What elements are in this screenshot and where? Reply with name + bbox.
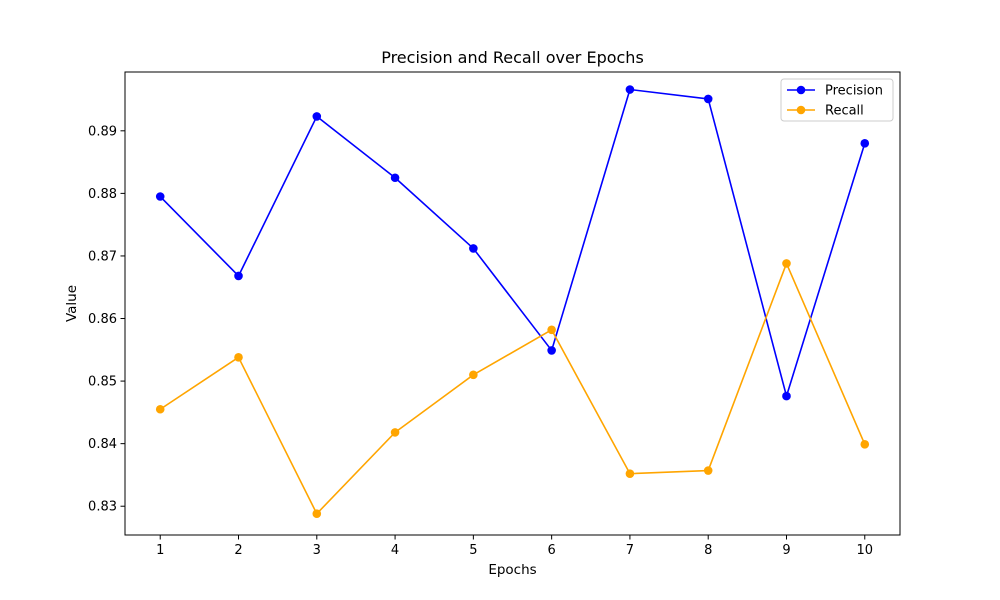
x-tick-label: 6	[548, 543, 556, 558]
x-tick-label: 1	[156, 543, 164, 558]
data-point-precision	[469, 244, 478, 253]
series-line-recall	[159, 262, 866, 515]
y-tick-label: 0.89	[88, 124, 117, 139]
plot-area	[124, 71, 901, 536]
y-tick-label: 0.84	[88, 437, 117, 452]
series-line-precision	[159, 88, 866, 397]
x-tick-label: 5	[469, 543, 477, 558]
data-point-precision	[782, 391, 791, 401]
y-tick-label: 0.87	[88, 249, 117, 264]
y-tick-label: 0.83	[88, 500, 117, 515]
legend-marker-swatch	[796, 105, 806, 115]
data-point-precision	[155, 192, 165, 201]
data-point-recall	[860, 439, 870, 449]
series-recall	[155, 259, 870, 519]
legend-item-precision: Precision	[787, 84, 883, 99]
data-point-recall	[703, 466, 713, 475]
data-point-precision	[312, 112, 322, 121]
x-tick-label: 9	[782, 543, 790, 558]
data-point-recall	[390, 428, 400, 437]
legend-label: Precision	[825, 84, 883, 99]
data-point-recall	[312, 509, 322, 519]
y-tick-label: 0.88	[88, 187, 117, 202]
data-point-recall	[234, 353, 243, 362]
data-point-recall	[469, 370, 478, 380]
plot-frame	[124, 71, 901, 536]
x-axis: 1 2 3 4 5 6 7 8 9 10	[156, 535, 873, 558]
legend: Precision Recall	[780, 78, 894, 122]
y-axis-label: Value	[64, 285, 80, 322]
data-point-precision	[234, 271, 243, 281]
data-point-recall	[547, 325, 556, 335]
x-tick-label: 7	[626, 543, 634, 558]
series-precision	[155, 85, 870, 401]
x-tick-label: 2	[234, 543, 242, 558]
chart-title: Precision and Recall over Epochs	[381, 48, 644, 67]
data-point-recall	[155, 404, 165, 414]
legend-label: Recall	[825, 104, 864, 119]
y-axis: 0.83 0.84 0.85 0.86 0.87 0.88 0.89	[88, 124, 125, 515]
x-tick-label: 8	[704, 543, 712, 558]
legend-marker-swatch	[796, 85, 806, 95]
data-point-precision	[860, 139, 870, 148]
data-point-precision	[390, 173, 400, 183]
x-tick-label: 3	[313, 543, 321, 558]
legend-item-recall: Recall	[787, 104, 864, 119]
data-point-precision	[625, 85, 635, 94]
x-tick-label: 10	[856, 543, 873, 558]
data-point-precision	[547, 346, 556, 355]
x-tick-label: 4	[391, 543, 399, 558]
data-point-recall	[782, 259, 791, 268]
series-layer	[155, 85, 870, 519]
data-point-recall	[625, 469, 635, 478]
x-axis-label: Epochs	[488, 562, 536, 578]
data-point-precision	[703, 94, 713, 104]
y-tick-label: 0.86	[88, 312, 117, 327]
y-tick-label: 0.85	[88, 375, 117, 390]
